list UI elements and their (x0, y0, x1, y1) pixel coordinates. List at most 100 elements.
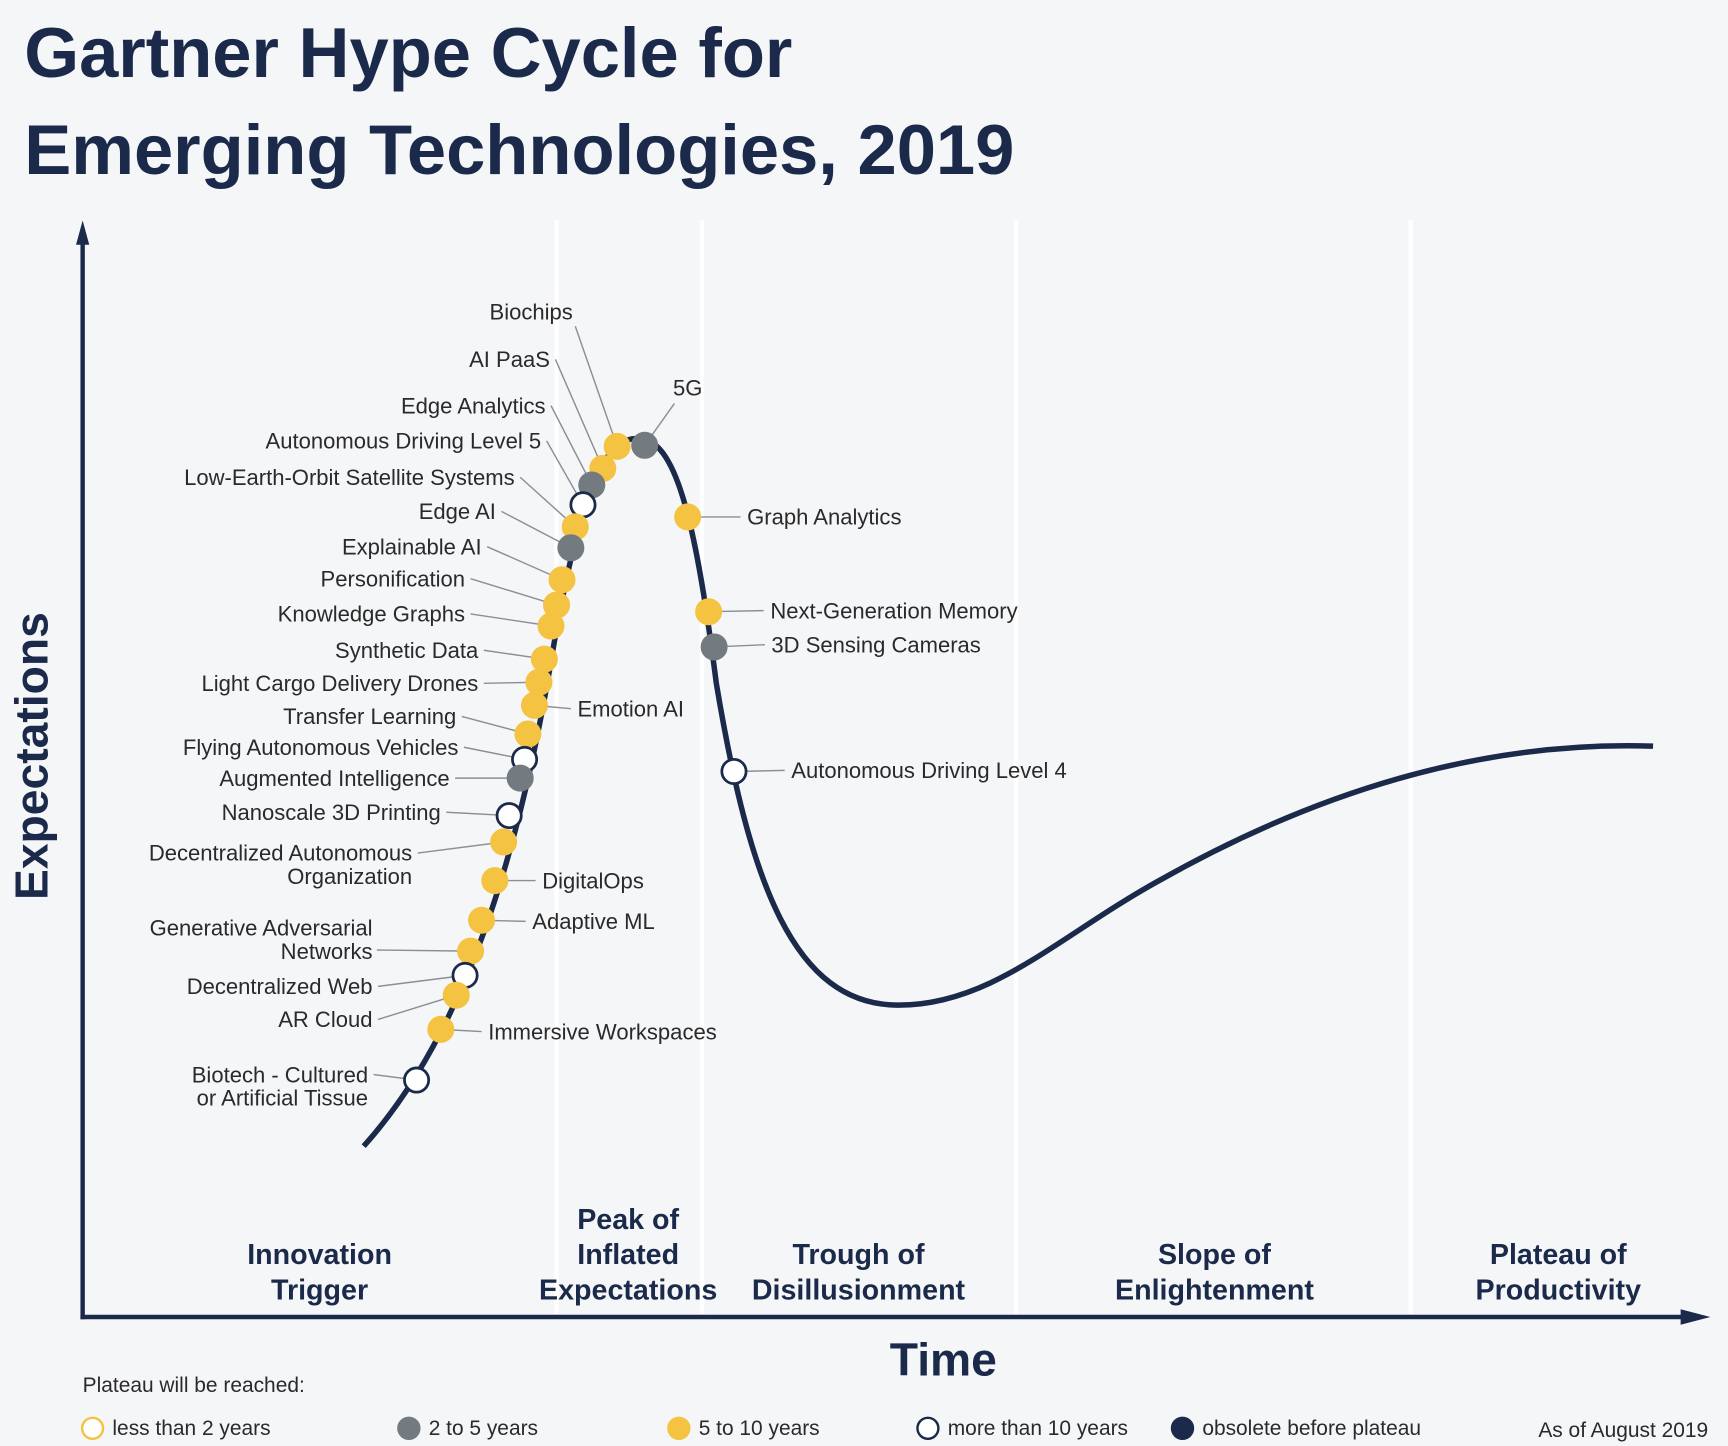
tech-label: Emotion AI (577, 696, 684, 721)
tech-label: Low-Earth-Orbit Satellite Systems (184, 465, 515, 490)
tech-label: Organization (287, 864, 412, 889)
leader-line (550, 405, 593, 486)
tech-dot (530, 645, 558, 673)
tech-label: 5G (673, 376, 702, 401)
legend-label: obsolete before plateau (1202, 1417, 1421, 1440)
tech-dot (427, 1015, 455, 1043)
legend-label: more than 10 years (948, 1417, 1128, 1440)
tech-dot (525, 668, 553, 696)
y-arrow (76, 220, 90, 245)
phase-label: Trigger (271, 1274, 368, 1306)
tech-label: Explainable AI (342, 534, 482, 559)
tech-label: Flying Autonomous Vehicles (183, 735, 459, 760)
leader-line (470, 613, 552, 627)
tech-label: Edge Analytics (401, 393, 546, 418)
legend-label: 2 to 5 years (429, 1417, 538, 1440)
tech-label: Next-Generation Memory (770, 598, 1017, 623)
dots (403, 431, 748, 1094)
legend-note: As of August 2019 (1538, 1419, 1708, 1442)
tech-dot (548, 566, 576, 594)
tech-label: Personification (321, 566, 466, 591)
tech-label: Graph Analytics (747, 505, 901, 530)
phase-label: Slope of (1158, 1239, 1271, 1271)
tech-dot (514, 720, 542, 748)
legend-label: less than 2 years (112, 1417, 270, 1440)
leader-line (574, 326, 618, 447)
labels: Biochips AI PaaS Edge Analytics Autonomous … (149, 300, 1067, 1111)
phase-label: Plateau of (1490, 1239, 1627, 1271)
tech-label: Augmented Intelligence (219, 766, 449, 791)
phase-label: Productivity (1476, 1274, 1642, 1306)
tech-dot (403, 1066, 431, 1094)
phase-label: Enlightenment (1115, 1274, 1314, 1306)
phase-label: Trough of (792, 1239, 924, 1271)
tech-label: Knowledge Graphs (278, 602, 465, 627)
tech-dot (506, 764, 534, 792)
tech-dot (603, 432, 631, 460)
phase-label: Innovation (247, 1239, 392, 1271)
tech-dot (720, 757, 748, 785)
leader-line (377, 974, 466, 988)
tech-label: Light Cargo Delivery Drones (202, 671, 479, 696)
legend: Plateau will be reached: less than 2 year… (80, 1374, 1708, 1442)
tech-dot (537, 612, 565, 640)
tech-dot (695, 598, 723, 626)
tech-label: Autonomous Driving Level 4 (791, 758, 1067, 783)
tech-label: Networks (281, 939, 373, 964)
leader-line (470, 577, 557, 606)
tech-label: or Artificial Tissue (197, 1085, 368, 1110)
tech-dot (495, 802, 523, 830)
phase-dividers (554, 220, 1413, 1314)
tech-dot (557, 534, 585, 562)
tech-dot (700, 633, 728, 661)
legend-swatch (667, 1416, 691, 1440)
leader-line (376, 949, 471, 952)
tech-dot (468, 906, 496, 934)
tech-label: AR Cloud (278, 1007, 372, 1032)
leader-line (417, 841, 504, 854)
tech-label: Biotech - Cultured (192, 1062, 368, 1087)
tech-dot (631, 431, 659, 459)
tech-label: Decentralized Autonomous (149, 841, 412, 866)
tech-label: Edge AI (419, 499, 496, 524)
tech-label: Transfer Learning (283, 704, 456, 729)
phase-label: Expectations (539, 1274, 717, 1306)
tech-label: Nanoscale 3D Printing (222, 800, 441, 825)
axes (76, 220, 1711, 1325)
tech-dot (674, 503, 702, 531)
phase-label: Inflated (577, 1239, 679, 1271)
x-arrow (1680, 1309, 1711, 1325)
legend-heading: Plateau will be reached: (83, 1374, 305, 1397)
x-axis-label: Time (890, 1333, 997, 1385)
title-line: Emerging Technologies, 2019 (24, 110, 1014, 189)
tech-dot (569, 491, 597, 519)
tech-label: 3D Sensing Cameras (771, 632, 980, 657)
title-line: Gartner Hype Cycle for (24, 13, 792, 92)
tech-label: Immersive Workspaces (488, 1019, 717, 1044)
tech-label: Autonomous Driving Level 5 (266, 429, 542, 454)
tech-label: Adaptive ML (532, 909, 654, 934)
tech-label: AI PaaS (469, 347, 550, 372)
legend-swatch (1170, 1416, 1195, 1440)
tech-dot (490, 828, 518, 856)
phase-label: Disillusionment (752, 1274, 966, 1306)
tech-label: Biochips (490, 300, 573, 325)
legend-swatch (397, 1416, 421, 1440)
leader-line (377, 994, 457, 1021)
tech-label: Generative Adversarial (150, 916, 373, 941)
y-axis-label: Expectations (5, 612, 57, 900)
tech-dot (481, 867, 509, 895)
tech-dot (457, 937, 485, 965)
phase-label: Peak of (577, 1204, 679, 1236)
legend-swatch (80, 1416, 105, 1440)
tech-label: Decentralized Web (187, 974, 373, 999)
tech-label: DigitalOps (542, 868, 644, 893)
leader-line (554, 359, 604, 469)
tech-dot (520, 691, 548, 719)
legend-label: 5 to 10 years (699, 1417, 820, 1440)
tech-dot (442, 981, 470, 1009)
